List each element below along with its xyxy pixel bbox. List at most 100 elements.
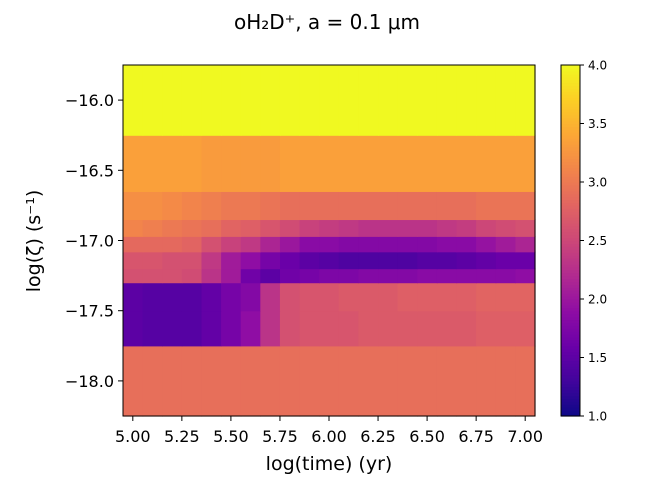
colorbar-segment	[561, 395, 580, 400]
heatmap-cell	[299, 251, 320, 270]
colorbar-segment	[561, 246, 580, 250]
colorbar-segment	[561, 410, 580, 414]
heatmap-cell	[495, 65, 516, 136]
heatmap-cell	[299, 191, 320, 221]
heatmap-cell	[142, 236, 163, 253]
colorbar-segment	[561, 114, 580, 119]
colorbar-segment	[561, 287, 580, 291]
heatmap-cell	[123, 191, 144, 221]
colorbar-segment	[561, 243, 580, 247]
heatmap-cell	[338, 268, 360, 284]
colorbar-segment	[561, 357, 580, 362]
colorbar-tick-label: 1.5	[588, 351, 607, 365]
x-tick-label: 5.75	[262, 427, 298, 446]
colorbar-segment	[561, 249, 580, 253]
heatmap-cell	[456, 251, 477, 270]
colorbar-tick-label: 4.0	[588, 59, 607, 73]
heatmap-cell	[201, 310, 222, 347]
colorbar-segment	[561, 360, 580, 364]
heatmap-cell	[378, 345, 399, 417]
colorbar-segment	[561, 299, 580, 303]
heatmap-cell	[417, 251, 438, 270]
heatmap-cell	[260, 268, 281, 284]
heatmap-cell	[221, 191, 242, 221]
heatmap-cell	[201, 65, 222, 136]
heatmap-cell	[123, 268, 144, 284]
heatmap-cell	[260, 251, 281, 270]
colorbar-segment	[561, 296, 580, 300]
heatmap-cell	[279, 251, 301, 270]
heatmap-cell	[515, 135, 536, 192]
heatmap-cell	[201, 282, 222, 312]
colorbar-segment	[561, 392, 580, 397]
heatmap-cell	[221, 310, 242, 347]
heatmap-cell	[476, 345, 497, 417]
heatmap-cell	[123, 135, 144, 192]
heatmap-cell	[162, 251, 183, 270]
heatmap-cell	[240, 135, 261, 192]
colorbar-segment	[561, 310, 580, 315]
colorbar-segment	[561, 266, 580, 271]
heatmap-cell	[201, 191, 222, 221]
heatmap-cell	[417, 310, 438, 347]
heatmap-cell	[456, 268, 477, 284]
heatmap-cell	[221, 219, 242, 237]
colorbar-segment	[561, 73, 580, 78]
colorbar-segment	[561, 325, 580, 329]
heatmap-cells	[123, 65, 536, 417]
colorbar-segment	[561, 363, 580, 367]
colorbar-segment	[561, 65, 580, 69]
colorbar-segment	[561, 123, 580, 128]
heatmap-cell	[358, 135, 379, 192]
heatmap-cell	[240, 65, 261, 136]
colorbar-segment	[561, 70, 580, 75]
heatmap-cell	[476, 135, 497, 192]
colorbar-segment	[561, 319, 580, 323]
colorbar-segment	[561, 354, 580, 359]
y-tick-label: −17.5	[65, 302, 114, 321]
heatmap-cell	[436, 251, 458, 270]
heatmap-cell	[299, 310, 320, 347]
heatmap-cell	[181, 268, 203, 284]
heatmap-cell	[476, 219, 497, 237]
colorbar-segment	[561, 272, 580, 277]
heatmap-cell	[515, 251, 536, 270]
heatmap-cell	[162, 135, 183, 192]
heatmap-cell	[162, 310, 183, 347]
colorbar-segment	[561, 82, 580, 87]
colorbar-segment	[561, 234, 580, 239]
colorbar-segment	[561, 413, 580, 417]
heatmap-cell	[279, 191, 301, 221]
colorbar-segment	[561, 111, 580, 116]
colorbar-segment	[561, 103, 580, 107]
heatmap-cell	[397, 236, 418, 253]
heatmap-cell	[456, 135, 477, 192]
colorbar-segment	[561, 135, 580, 139]
colorbar-segment	[561, 117, 580, 122]
heatmap-cell	[358, 251, 379, 270]
colorbar-segment	[561, 240, 580, 245]
heatmap-cell	[279, 135, 301, 192]
x-tick-label: 6.50	[409, 427, 445, 446]
heatmap-cell	[515, 282, 536, 312]
heatmap-cell	[201, 135, 222, 192]
colorbar-segment	[561, 231, 580, 236]
heatmap-cell	[181, 251, 203, 270]
heatmap-cell	[495, 268, 516, 284]
colorbar-segment	[561, 196, 580, 201]
colorbar-segment	[561, 342, 580, 347]
heatmap-cell	[476, 251, 497, 270]
heatmap-cell	[221, 251, 242, 270]
heatmap-cell	[142, 251, 163, 270]
heatmap-cell	[358, 191, 379, 221]
colorbar-segment	[561, 351, 580, 356]
colorbar-segment	[561, 88, 580, 92]
heatmap-cell	[319, 236, 340, 253]
colorbar-segment	[561, 91, 580, 95]
heatmap-cell	[201, 251, 222, 270]
heatmap-cell	[358, 65, 379, 136]
heatmap-cell	[338, 251, 360, 270]
heatmap-cell	[378, 219, 399, 237]
x-tick-label: 6.00	[311, 427, 347, 446]
heatmap-cell	[299, 236, 320, 253]
